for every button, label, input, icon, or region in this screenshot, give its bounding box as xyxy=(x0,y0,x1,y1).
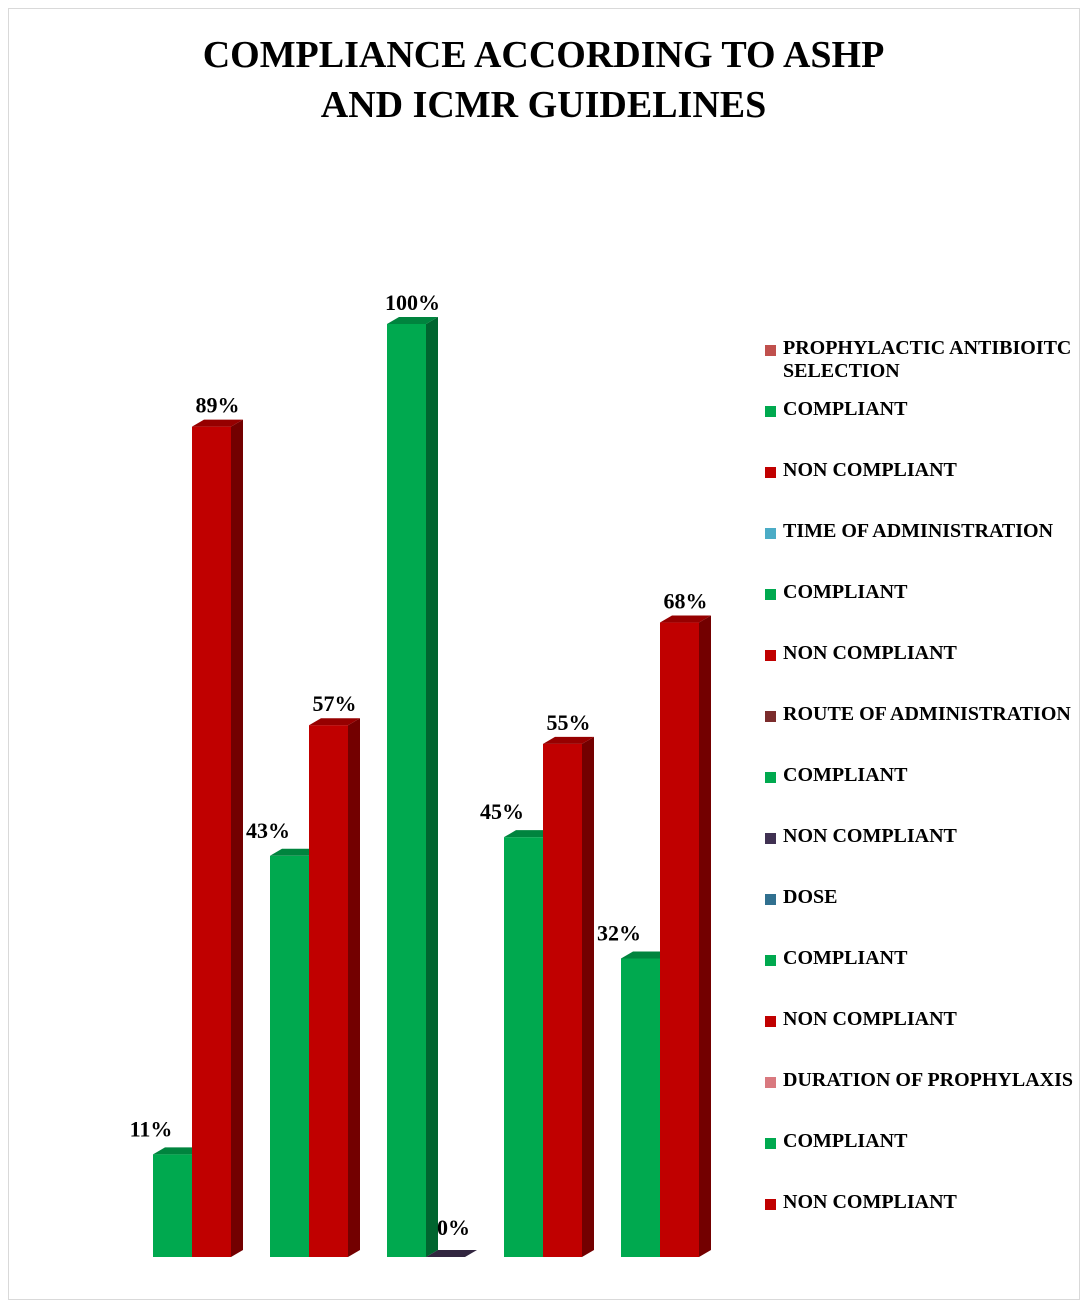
legend-swatch xyxy=(765,711,776,722)
legend-label: COMPLIANT xyxy=(783,764,908,786)
label-compliant-1: 11% xyxy=(130,1116,173,1141)
legend-swatch xyxy=(765,1199,776,1210)
legend-label: NON COMPLIANT xyxy=(783,1191,957,1213)
bar-group-2: 43% 57% xyxy=(246,691,360,1257)
legend-label: NON COMPLIANT xyxy=(783,642,957,664)
bar-non-compliant-2 xyxy=(309,718,360,1257)
legend-swatch xyxy=(765,833,776,844)
legend-label: ROUTE OF ADMINISTRATION xyxy=(783,703,1071,725)
legend-label: COMPLIANT xyxy=(783,947,908,969)
label-non-compliant-2: 57% xyxy=(313,691,357,716)
legend-label: COMPLIANT xyxy=(783,398,908,420)
chart-title: COMPLIANCE ACCORDING TO ASHP AND ICMR GU… xyxy=(0,30,1087,130)
legend-label: NON COMPLIANT xyxy=(783,459,957,481)
legend-swatch xyxy=(765,528,776,539)
legend-item-4: TIME OF ADMINISTRATION xyxy=(765,520,1085,543)
bar-group-1: 11% 89% xyxy=(130,393,243,1257)
legend-swatch xyxy=(765,650,776,661)
legend-swatch xyxy=(765,1016,776,1027)
legend-item-1: PROPHYLACTIC ANTIBIOITC SELECTION xyxy=(765,337,1085,383)
legend-label: NON COMPLIANT xyxy=(783,825,957,847)
label-non-compliant-5: 68% xyxy=(664,589,708,614)
legend-item-15: NON COMPLIANT xyxy=(765,1191,1085,1214)
legend-swatch xyxy=(765,1077,776,1088)
label-compliant-3: 100% xyxy=(385,290,440,315)
label-compliant-4: 45% xyxy=(480,799,524,824)
bar-non-compliant-1 xyxy=(192,419,243,1257)
bar-non-compliant-3 xyxy=(426,1250,477,1257)
legend-item-8: COMPLIANT xyxy=(765,764,1085,787)
legend-label: NON COMPLIANT xyxy=(783,1008,957,1030)
legend-label: TIME OF ADMINISTRATION xyxy=(783,520,1054,542)
legend-swatch xyxy=(765,589,776,600)
bar-non-compliant-5 xyxy=(660,615,711,1257)
label-compliant-2: 43% xyxy=(246,818,290,843)
legend-label: DOSE xyxy=(783,886,838,908)
legend-item-7: ROUTE OF ADMINISTRATION xyxy=(765,703,1085,726)
bar-compliant-3 xyxy=(387,317,438,1257)
legend-swatch xyxy=(765,1138,776,1149)
bar-group-3: 100% 0% xyxy=(385,290,477,1257)
bar-group-4: 45% 55% xyxy=(480,710,594,1257)
legend-item-3: NON COMPLIANT xyxy=(765,459,1085,482)
legend-item-10: DOSE xyxy=(765,886,1085,909)
label-non-compliant-1: 89% xyxy=(196,393,240,418)
chart-title-line-1: COMPLIANCE ACCORDING TO ASHP xyxy=(202,34,885,76)
legend-label: COMPLIANT xyxy=(783,1130,908,1152)
legend-swatch xyxy=(765,467,776,478)
legend-swatch xyxy=(765,955,776,966)
bar-non-compliant-4 xyxy=(543,736,594,1257)
legend-swatch xyxy=(765,345,776,356)
legend-item-13: DURATION OF PROPHYLAXIS xyxy=(765,1069,1085,1092)
bar-group-5: 32% 68% xyxy=(597,589,711,1257)
legend-item-9: NON COMPLIANT xyxy=(765,825,1085,848)
legend-swatch xyxy=(765,894,776,905)
legend-item-6: NON COMPLIANT xyxy=(765,642,1085,665)
legend-item-2: COMPLIANT xyxy=(765,398,1085,421)
legend-label: DURATION OF PROPHYLAXIS xyxy=(783,1069,1074,1091)
legend-item-14: COMPLIANT xyxy=(765,1130,1085,1153)
chart-title-line-2: AND ICMR GUIDELINES xyxy=(320,84,767,126)
label-non-compliant-4: 55% xyxy=(547,710,591,735)
legend-label: COMPLIANT xyxy=(783,581,908,603)
legend-item-12: NON COMPLIANT xyxy=(765,1008,1085,1031)
legend-label: PROPHYLACTIC ANTIBIOITC SELECTION xyxy=(783,337,1072,382)
legend-item-5: COMPLIANT xyxy=(765,581,1085,604)
legend-swatch xyxy=(765,772,776,783)
legend-item-11: COMPLIANT xyxy=(765,947,1085,970)
label-non-compliant-3: 0% xyxy=(437,1215,470,1240)
label-compliant-5: 32% xyxy=(597,920,641,945)
legend-swatch xyxy=(765,406,776,417)
